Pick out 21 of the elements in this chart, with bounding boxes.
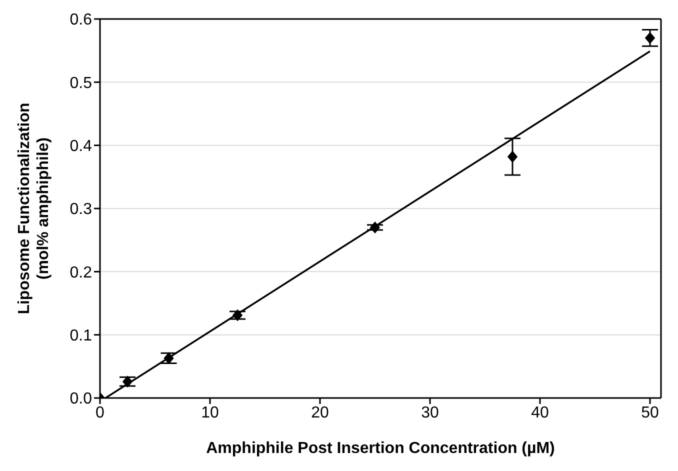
y-axis-title: Liposome Functionalization (mol% amphiphile) — [16, 102, 52, 314]
x-tick-label: 50 — [641, 404, 659, 422]
point — [507, 150, 518, 163]
point — [644, 32, 656, 44]
x-tick-label: 20 — [311, 404, 329, 422]
y-tick-label: 0.1 — [70, 328, 92, 345]
y-tick-label: 0.2 — [70, 264, 92, 282]
point — [122, 376, 133, 388]
y-tick-label: 0.4 — [70, 138, 92, 156]
y-tick-label: 0.5 — [70, 74, 92, 92]
y-tick-label: 0.3 — [70, 201, 92, 218]
x-tick-label: 30 — [421, 404, 439, 422]
x-tick-label: 40 — [531, 404, 549, 422]
x-tick-label: 10 — [201, 404, 219, 422]
x-axis-title: Amphiphile Post Insertion Concentration (µM) — [206, 440, 555, 457]
y-tick-label: 0.0 — [70, 390, 92, 408]
point — [370, 221, 380, 234]
point — [232, 309, 243, 322]
y-tick-label: 0.6 — [70, 12, 92, 29]
point — [164, 352, 174, 364]
x-tick-label: 0 — [96, 404, 105, 422]
